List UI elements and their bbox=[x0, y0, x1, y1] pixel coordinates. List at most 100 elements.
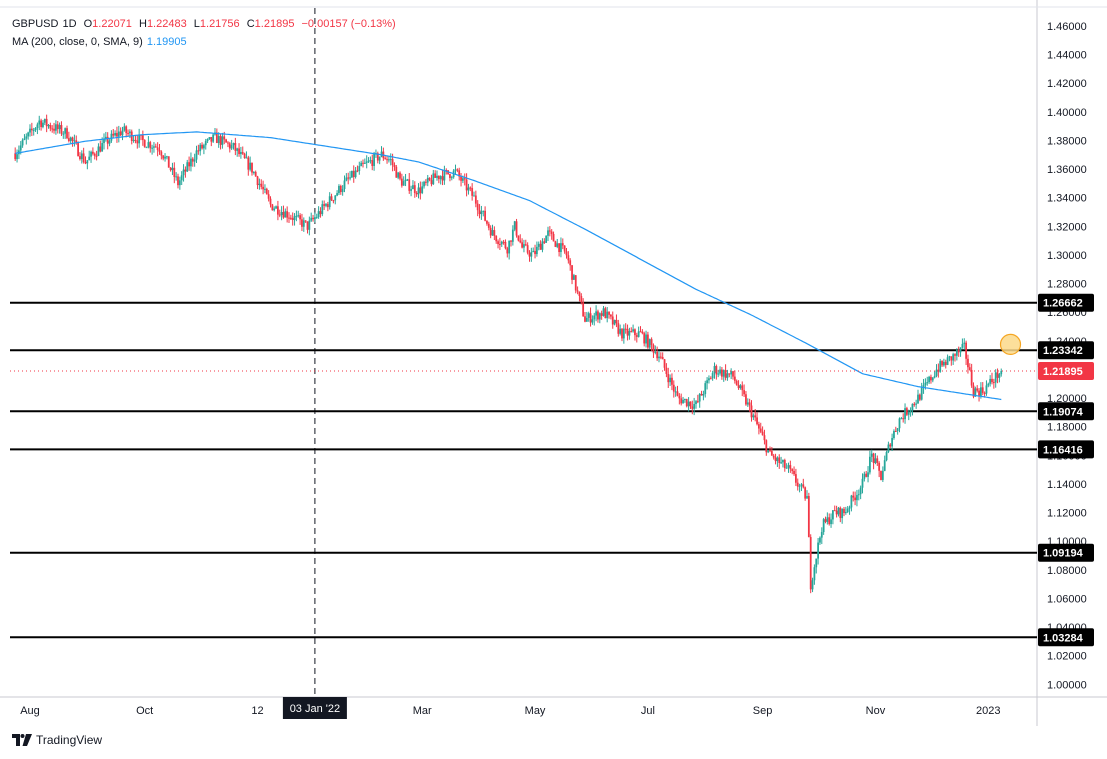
candle-body[interactable] bbox=[314, 217, 316, 220]
candle-body[interactable] bbox=[872, 453, 875, 463]
candle-body[interactable] bbox=[1000, 370, 1003, 375]
candle-body[interactable] bbox=[798, 485, 801, 487]
candle-body[interactable] bbox=[998, 374, 1001, 378]
candle-body[interactable] bbox=[985, 385, 988, 394]
candle-body[interactable] bbox=[112, 133, 115, 136]
candle-body[interactable] bbox=[338, 185, 340, 194]
candle-body[interactable] bbox=[154, 146, 157, 148]
candle-body[interactable] bbox=[417, 187, 420, 195]
candle-body[interactable] bbox=[578, 291, 581, 297]
candle-body[interactable] bbox=[682, 399, 684, 404]
candle-body[interactable] bbox=[430, 180, 433, 185]
candle-body[interactable] bbox=[301, 219, 303, 227]
candle-body[interactable] bbox=[917, 394, 919, 404]
candle-body[interactable] bbox=[129, 131, 131, 134]
candle-body[interactable] bbox=[876, 458, 879, 463]
candle-body[interactable] bbox=[613, 319, 616, 325]
candle-body[interactable] bbox=[443, 170, 446, 181]
candle-body[interactable] bbox=[241, 152, 244, 154]
candle-body[interactable] bbox=[874, 458, 877, 463]
candle-body[interactable] bbox=[254, 171, 257, 177]
candle-body[interactable] bbox=[180, 175, 183, 181]
candle-body[interactable] bbox=[110, 133, 113, 141]
candle-body[interactable] bbox=[23, 138, 26, 140]
candle-body[interactable] bbox=[215, 132, 218, 144]
candle-body[interactable] bbox=[332, 200, 335, 202]
candle-body[interactable] bbox=[787, 465, 790, 468]
candle-body[interactable] bbox=[926, 382, 929, 384]
candle-body[interactable] bbox=[894, 431, 897, 433]
candle-body[interactable] bbox=[654, 351, 657, 353]
candle-body[interactable] bbox=[815, 558, 818, 568]
candle-body[interactable] bbox=[391, 159, 394, 165]
candle-body[interactable] bbox=[746, 402, 749, 405]
candle-body[interactable] bbox=[795, 474, 797, 483]
candle-body[interactable] bbox=[602, 308, 605, 316]
candle-body[interactable] bbox=[177, 176, 179, 186]
candle-body[interactable] bbox=[691, 406, 694, 409]
candle-body[interactable] bbox=[184, 169, 187, 172]
candle-body[interactable] bbox=[334, 195, 337, 201]
candle-body[interactable] bbox=[354, 170, 357, 178]
candle-body[interactable] bbox=[573, 275, 575, 280]
candle-body[interactable] bbox=[132, 139, 135, 141]
candle-body[interactable] bbox=[160, 151, 163, 156]
candle-body[interactable] bbox=[585, 317, 588, 322]
candle-body[interactable] bbox=[228, 143, 231, 149]
candle-body[interactable] bbox=[463, 178, 466, 180]
candle-body[interactable] bbox=[833, 510, 836, 512]
chart-area[interactable]: 1.46000 1.44000 1.42000 1.40000 1.38000 1.360… bbox=[0, 0, 1107, 726]
candle-body[interactable] bbox=[362, 162, 364, 164]
candle-body[interactable] bbox=[188, 162, 190, 167]
candle-body[interactable] bbox=[770, 451, 773, 456]
candle-body[interactable] bbox=[286, 211, 289, 218]
candle-body[interactable] bbox=[674, 391, 677, 393]
candle-body[interactable] bbox=[545, 235, 548, 243]
candle-body[interactable] bbox=[282, 212, 285, 218]
candle-body[interactable] bbox=[756, 417, 758, 425]
candle-body[interactable] bbox=[737, 385, 740, 389]
candle-body[interactable] bbox=[554, 241, 557, 247]
candle-body[interactable] bbox=[77, 142, 79, 157]
candle-body[interactable] bbox=[347, 177, 350, 179]
candle-body[interactable] bbox=[487, 223, 490, 228]
candle-body[interactable] bbox=[924, 382, 927, 386]
candle-body[interactable] bbox=[881, 470, 884, 480]
candle-body[interactable] bbox=[632, 329, 634, 332]
candle-body[interactable] bbox=[741, 385, 744, 391]
candle-body[interactable] bbox=[891, 437, 893, 447]
candle-body[interactable] bbox=[767, 449, 770, 453]
candle-body[interactable] bbox=[14, 153, 17, 160]
candle-body[interactable] bbox=[384, 158, 387, 160]
candle-body[interactable] bbox=[456, 169, 459, 171]
candle-body[interactable] bbox=[415, 192, 418, 195]
candle-body[interactable] bbox=[482, 210, 485, 212]
candle-body[interactable] bbox=[247, 157, 250, 170]
candle-body[interactable] bbox=[954, 354, 956, 356]
candle-body[interactable] bbox=[931, 377, 934, 381]
candle-body[interactable] bbox=[944, 361, 947, 365]
candle-body[interactable] bbox=[147, 142, 150, 148]
candle-body[interactable] bbox=[547, 230, 549, 236]
candle-body[interactable] bbox=[685, 399, 688, 407]
candle-body[interactable] bbox=[178, 180, 181, 186]
candle-body[interactable] bbox=[351, 170, 353, 178]
candle-body[interactable] bbox=[857, 494, 860, 496]
candle-body[interactable] bbox=[597, 311, 599, 320]
candle-body[interactable] bbox=[826, 517, 829, 522]
candle-body[interactable] bbox=[837, 507, 840, 515]
candle-body[interactable] bbox=[887, 444, 890, 453]
candle-body[interactable] bbox=[47, 125, 50, 127]
candle-body[interactable] bbox=[243, 153, 246, 158]
candle-body[interactable] bbox=[389, 159, 392, 161]
candle-body[interactable] bbox=[658, 356, 660, 359]
candle-body[interactable] bbox=[71, 137, 74, 141]
candle-body[interactable] bbox=[153, 146, 155, 148]
candle-body[interactable] bbox=[497, 241, 499, 245]
candle-body[interactable] bbox=[843, 508, 845, 514]
candle-body[interactable] bbox=[388, 159, 390, 161]
candle-body[interactable] bbox=[883, 460, 886, 471]
candle-body[interactable] bbox=[802, 484, 805, 488]
candle-body[interactable] bbox=[437, 175, 440, 180]
candle-body[interactable] bbox=[996, 372, 999, 378]
